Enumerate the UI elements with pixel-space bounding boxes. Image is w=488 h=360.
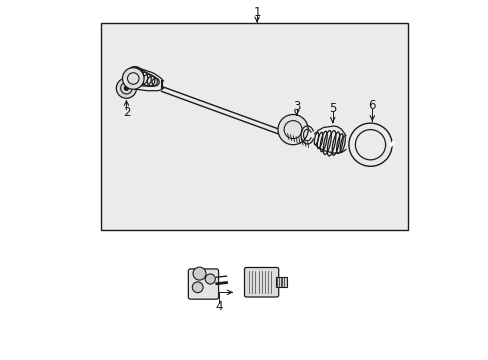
Bar [275,277,286,287]
Text: 2: 2 [122,106,130,119]
Circle shape [277,114,307,145]
Text: 3: 3 [292,100,300,113]
Circle shape [122,68,144,89]
Circle shape [116,78,136,98]
Text: 5: 5 [328,102,336,114]
Text: 1: 1 [253,6,260,19]
Text: 6: 6 [368,99,375,112]
Bar [101,23,407,230]
FancyBboxPatch shape [244,267,278,297]
Circle shape [192,282,203,293]
Circle shape [124,86,128,90]
FancyBboxPatch shape [188,269,218,299]
Circle shape [193,267,205,280]
Circle shape [205,274,215,284]
Text: 4: 4 [215,300,223,313]
